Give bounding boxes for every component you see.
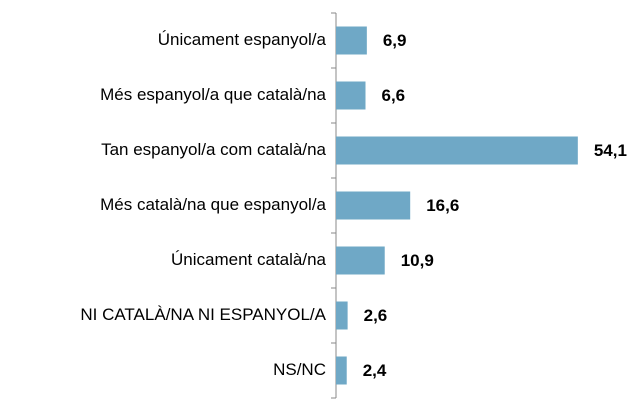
category-label: Tan espanyol/a com català/na <box>101 140 326 159</box>
category-label: Únicament espanyol/a <box>158 30 327 49</box>
bar <box>336 246 385 275</box>
value-label: 2,6 <box>364 306 388 325</box>
bar <box>336 356 347 385</box>
category-label: NS/NC <box>273 360 326 379</box>
bar <box>336 26 367 55</box>
category-label: NI CATALÀ/NA NI ESPANYOL/A <box>80 305 326 324</box>
bar <box>336 81 366 110</box>
bar <box>336 191 411 220</box>
category-label: Més català/na que espanyol/a <box>100 195 326 214</box>
value-label: 6,9 <box>383 31 407 50</box>
value-label: 16,6 <box>426 196 459 215</box>
bar <box>336 136 578 165</box>
category-label: Únicament català/na <box>171 250 327 269</box>
value-label: 6,6 <box>382 86 406 105</box>
value-label: 10,9 <box>401 251 434 270</box>
value-label: 54,1 <box>594 141 627 160</box>
category-label: Més espanyol/a que català/na <box>100 85 326 104</box>
value-label: 2,4 <box>363 361 387 380</box>
bar <box>336 301 348 330</box>
